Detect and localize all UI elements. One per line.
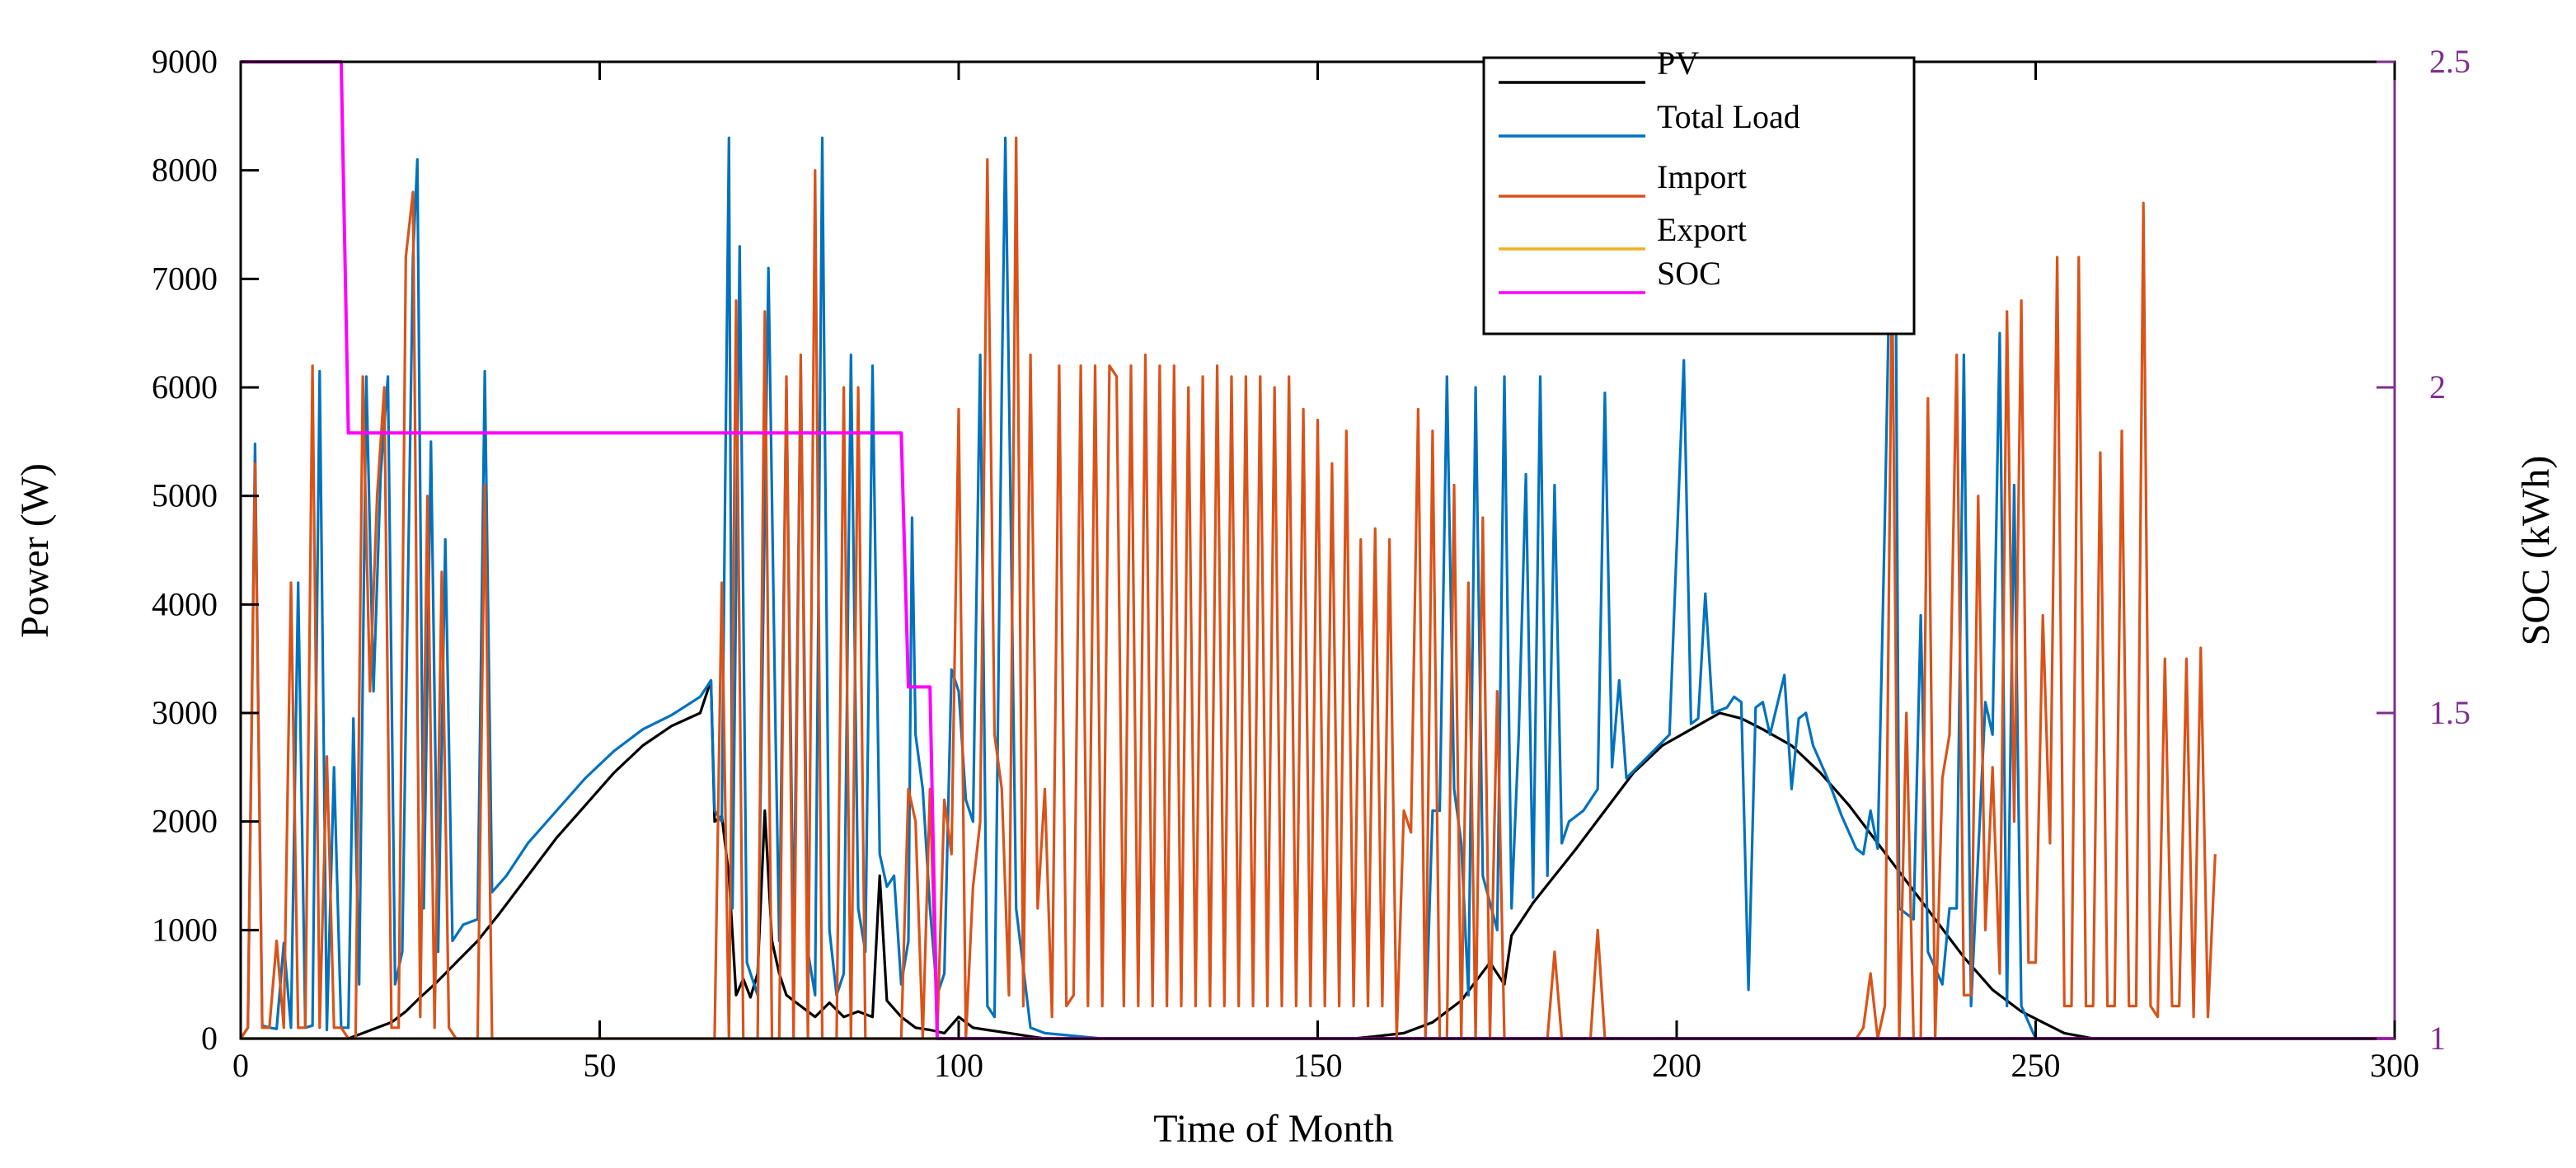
y-tick-label: 7000 <box>152 260 218 297</box>
y-tick-label: 8000 <box>152 152 218 189</box>
x-tick-label: 0 <box>232 1047 249 1084</box>
legend: PV Total Load Import Export SOC <box>1482 45 1916 335</box>
y2-tick-label: 2 <box>2429 368 2446 406</box>
series-line-load <box>239 136 2316 1040</box>
y2-tick-label: 1 <box>2429 1020 2446 1057</box>
x-tick-label: 150 <box>1293 1047 1343 1084</box>
legend-label-soc: SOC <box>1657 255 1721 292</box>
y-tick-label: 2000 <box>152 803 218 840</box>
y-tick-label: 6000 <box>152 368 218 406</box>
x-tick-label: 300 <box>2370 1047 2419 1084</box>
y-tick-label: 3000 <box>152 694 218 731</box>
series-line-soc <box>241 60 2395 1040</box>
x-axis-ticks: 0 50 100 150 200 250 300 <box>232 62 2419 1084</box>
y-axis-ticks: 0 1000 2000 3000 4000 5000 6000 7000 8000 9000 <box>152 43 259 1057</box>
y2-axis-label: SOC (kWh) <box>2514 456 2558 646</box>
legend-label-import: Import <box>1657 158 1747 195</box>
y-tick-label: 4000 <box>152 585 218 622</box>
legend-label-pv: PV <box>1657 45 1699 82</box>
y2-tick-label: 2.5 <box>2429 43 2470 80</box>
y2-tick-label: 1.5 <box>2429 694 2470 731</box>
x-tick-label: 200 <box>1652 1047 1701 1084</box>
y-tick-label: 5000 <box>152 477 218 514</box>
y-tick-label: 9000 <box>152 43 218 80</box>
y-axis-label: Power (W) <box>13 463 57 638</box>
y-tick-label: 0 <box>201 1020 218 1057</box>
legend-label-export: Export <box>1657 211 1747 248</box>
y2-axis-ticks: 1 1.5 2 2.5 <box>2377 43 2470 1057</box>
y-tick-label: 1000 <box>152 911 218 948</box>
x-tick-label: 250 <box>2011 1047 2061 1084</box>
x-tick-label: 100 <box>934 1047 983 1084</box>
x-tick-label: 50 <box>584 1047 617 1084</box>
x-axis-label: Time of Month <box>1153 1107 1394 1151</box>
legend-label-load: Total Load <box>1657 98 1800 135</box>
